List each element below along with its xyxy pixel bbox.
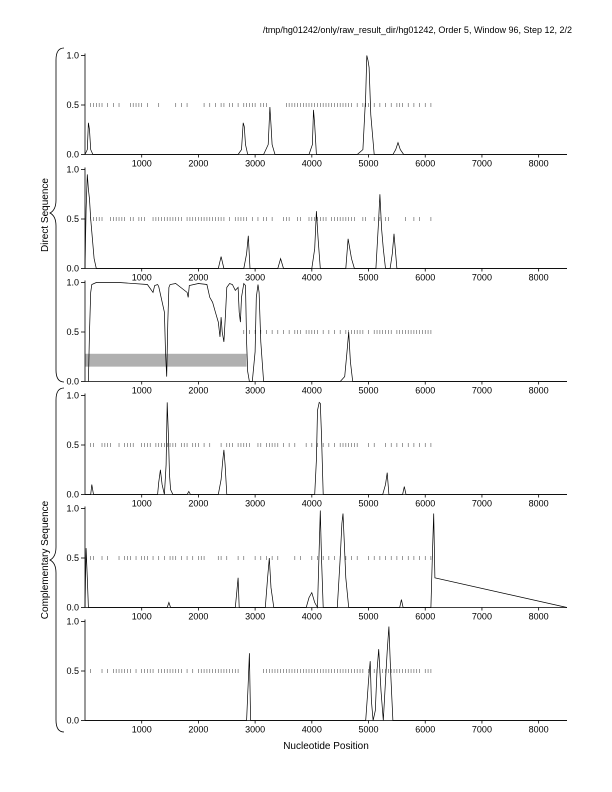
series-line <box>88 282 567 382</box>
y-tick-label: 0.5 <box>66 666 79 676</box>
x-tick-label: 6000 <box>415 159 435 169</box>
y-tick-label: 0.0 <box>66 716 79 726</box>
x-tick-label: 2000 <box>188 273 208 283</box>
x-tick-label: 2000 <box>188 386 208 396</box>
series-line <box>84 55 567 155</box>
x-tick-label: 5000 <box>359 159 379 169</box>
x-tick-label: 8000 <box>529 386 549 396</box>
panel-2: 0.0 0.5 1.0 1000 2000 3000 4000 5000 6000 7000 800… <box>66 165 567 283</box>
figure-caption: /tmp/hg01242/only/raw_result_dir/hg01242… <box>262 25 572 35</box>
x-tick-label: 8000 <box>529 499 549 509</box>
x-tick-label: 7000 <box>472 612 492 622</box>
panel-3: 0.0 0.5 1.0 1000 2000 3000 4000 5000 6000 7000 800… <box>66 278 567 396</box>
x-tick-label: 3000 <box>245 273 265 283</box>
x-tick-label: 2000 <box>188 499 208 509</box>
direct-sequence-label: Direct Sequence <box>40 178 51 252</box>
x-tick-label: 5000 <box>359 273 379 283</box>
series-line <box>84 510 568 609</box>
y-tick-label: 1.0 <box>66 165 79 175</box>
x-tick-label: 5000 <box>359 499 379 509</box>
x-tick-label: 4000 <box>302 159 322 169</box>
x-tick-label: 4000 <box>302 273 322 283</box>
x-tick-label: 1000 <box>132 499 152 509</box>
y-tick-label: 0.5 <box>66 214 79 224</box>
x-tick-label: 1000 <box>132 386 152 396</box>
complementary-sequence-brace <box>49 387 65 733</box>
x-tick-label: 7000 <box>472 273 492 283</box>
y-tick-label: 0.0 <box>66 377 79 387</box>
x-tick-label: 4000 <box>302 612 322 622</box>
y-tick-label: 1.0 <box>66 391 79 401</box>
x-tick-label: 7000 <box>472 499 492 509</box>
x-tick-label: 7000 <box>472 386 492 396</box>
panel-4: 0.0 0.5 1.0 1000 2000 3000 4000 5000 6000 7000 800… <box>66 391 567 509</box>
x-tick-label: 8000 <box>529 159 549 169</box>
x-tick-label: 6000 <box>415 273 435 283</box>
x-axis-title: Nucleotide Position <box>283 741 369 752</box>
y-tick-label: 1.0 <box>66 278 79 288</box>
y-tick-label: 0.5 <box>66 553 79 563</box>
x-tick-label: 5000 <box>359 386 379 396</box>
x-tick-label: 1000 <box>132 273 152 283</box>
x-tick-label: 2000 <box>188 725 208 735</box>
x-tick-label: 8000 <box>529 273 549 283</box>
series-line <box>85 401 567 495</box>
x-tick-label: 4000 <box>302 386 322 396</box>
chart-panels: 0.0 0.5 1.0 1000 2000 3000 4000 5000 6000 7000 800… <box>66 51 568 735</box>
x-tick-label: 1000 <box>132 612 152 622</box>
x-tick-label: 4000 <box>302 725 322 735</box>
x-tick-label: 2000 <box>188 159 208 169</box>
y-tick-label: 0.5 <box>66 440 79 450</box>
x-tick-label: 7000 <box>472 159 492 169</box>
x-tick-label: 5000 <box>359 725 379 735</box>
y-tick-label: 0.0 <box>66 490 79 500</box>
series-line <box>84 174 567 269</box>
x-tick-label: 5000 <box>359 612 379 622</box>
complementary-sequence-label: Complementary Sequence <box>40 500 51 619</box>
y-tick-label: 1.0 <box>66 51 79 61</box>
x-tick-label: 4000 <box>302 499 322 509</box>
x-tick-label: 3000 <box>245 386 265 396</box>
x-tick-label: 3000 <box>245 612 265 622</box>
x-tick-label: 6000 <box>415 725 435 735</box>
y-tick-label: 1.0 <box>66 617 79 627</box>
y-tick-label: 0.0 <box>66 150 79 160</box>
panel-5: 0.0 0.5 1.0 1000 2000 3000 4000 5000 6000 7000 800… <box>66 504 568 622</box>
y-tick-label: 0.5 <box>66 100 79 110</box>
x-tick-label: 8000 <box>529 725 549 735</box>
x-tick-label: 3000 <box>245 159 265 169</box>
x-tick-label: 6000 <box>415 386 435 396</box>
x-tick-label: 1000 <box>132 725 152 735</box>
y-tick-label: 0.0 <box>66 264 79 274</box>
panel-1: 0.0 0.5 1.0 1000 2000 3000 4000 5000 6000 7000 800… <box>66 51 567 169</box>
panel-6: 0.0 0.5 1.0 1000 2000 3000 4000 5000 6000 7000 800… <box>66 617 567 735</box>
x-tick-label: 6000 <box>415 612 435 622</box>
y-tick-label: 1.0 <box>66 504 79 514</box>
x-tick-label: 8000 <box>529 612 549 622</box>
x-tick-label: 3000 <box>245 725 265 735</box>
x-tick-label: 3000 <box>245 499 265 509</box>
x-tick-label: 1000 <box>132 159 152 169</box>
direct-sequence-brace <box>49 47 65 383</box>
x-tick-label: 7000 <box>472 725 492 735</box>
x-tick-label: 6000 <box>415 499 435 509</box>
y-tick-label: 0.0 <box>66 603 79 613</box>
x-tick-label: 2000 <box>188 612 208 622</box>
series-line <box>85 626 567 721</box>
y-tick-label: 0.5 <box>66 327 79 337</box>
